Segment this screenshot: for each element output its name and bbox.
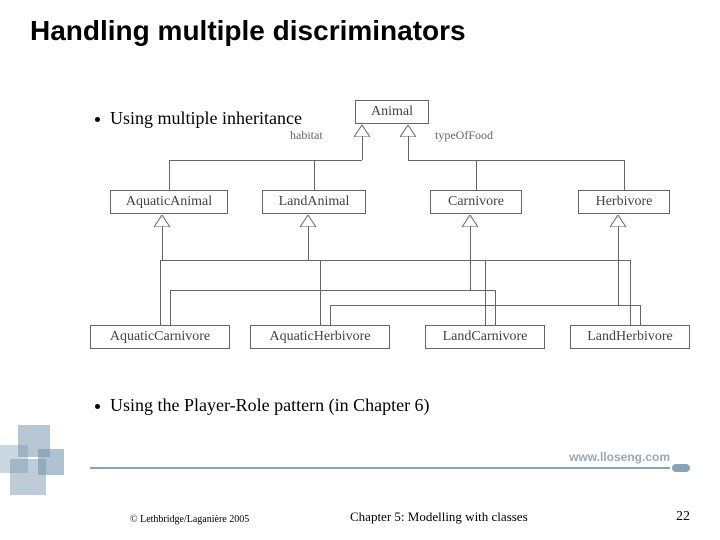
node-land: LandAnimal <box>262 190 366 214</box>
footer-page-number: 22 <box>676 509 690 525</box>
node-herbivore-label: Herbivore <box>596 194 653 210</box>
footer-divider-cap <box>672 464 690 472</box>
footer-url: www.lloseng.com <box>569 450 670 464</box>
node-herbivore: Herbivore <box>578 190 670 214</box>
discriminator-habitat: habitat <box>290 128 323 143</box>
node-land-herbivore: LandHerbivore <box>570 325 690 349</box>
slide-title: Handling multiple discriminators <box>30 15 466 47</box>
discriminator-typeoffood: typeOfFood <box>435 128 493 143</box>
node-aquatic-carnivore: AquaticCarnivore <box>90 325 230 349</box>
node-carnivore-label: Carnivore <box>448 194 504 210</box>
footer-divider <box>90 467 670 469</box>
node-animal-label: Animal <box>371 104 413 120</box>
node-animal: Animal <box>355 100 429 124</box>
node-aquatic: AquaticAnimal <box>110 190 228 214</box>
bullet-dot-2 <box>95 404 100 409</box>
node-carnivore: Carnivore <box>430 190 522 214</box>
node-aqcarn-label: AquaticCarnivore <box>110 329 210 345</box>
node-aquatic-label: AquaticAnimal <box>126 194 212 210</box>
node-landcarn-label: LandCarnivore <box>443 329 528 345</box>
corner-decoration <box>0 415 80 495</box>
node-land-label: LandAnimal <box>279 194 350 210</box>
uml-diagram: Animal habitat typeOfFood AquaticAnimal … <box>60 100 700 390</box>
node-landherb-label: LandHerbivore <box>587 329 673 345</box>
node-land-carnivore: LandCarnivore <box>425 325 545 349</box>
slide: Handling multiple discriminators Using m… <box>0 0 720 540</box>
footer-chapter: Chapter 5: Modelling with classes <box>350 509 528 525</box>
footer-copyright: © Lethbridge/Laganière 2005 <box>130 514 249 525</box>
node-aqherb-label: AquaticHerbivore <box>269 329 370 345</box>
bullet-2: Using the Player-Role pattern (in Chapte… <box>95 395 430 416</box>
node-aquatic-herbivore: AquaticHerbivore <box>250 325 390 349</box>
bullet-2-text: Using the Player-Role pattern (in Chapte… <box>110 395 430 415</box>
